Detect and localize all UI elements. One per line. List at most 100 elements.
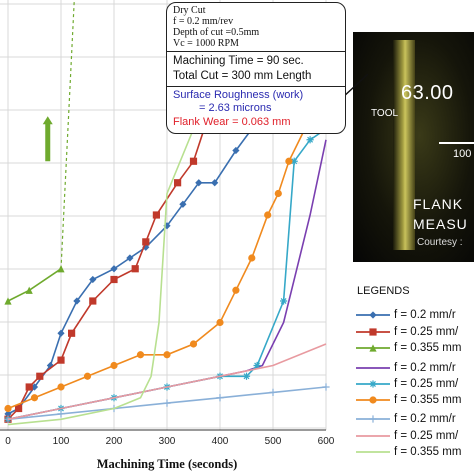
data-point	[248, 254, 256, 262]
data-point	[163, 351, 171, 359]
data-point	[195, 179, 203, 187]
data-point	[15, 404, 23, 413]
data-point	[216, 394, 224, 402]
series-2	[4, 93, 213, 423]
data-point	[36, 372, 44, 380]
legend-label: f = 0.355 mm	[394, 394, 462, 406]
annotation-layer	[42, 0, 75, 269]
callout-line-3: Depth of cut =0.5mm	[173, 27, 260, 38]
callout-pointer	[341, 73, 369, 99]
legend: LEGENDS f = 0.2 mm/r f = 0.25 mm/f = 0.35…	[350, 282, 474, 474]
flank-wear-photo: 63.00 TOOL 100 FLANK MEASU Courtesy :	[353, 32, 474, 262]
photo-caption-2: MEASU	[413, 216, 468, 232]
data-point	[25, 383, 33, 391]
data-point	[369, 328, 377, 336]
data-point	[142, 238, 150, 246]
data-point	[110, 275, 118, 284]
legend-swatch	[356, 311, 390, 319]
legend-swatch	[356, 380, 390, 388]
data-point	[369, 380, 377, 388]
x-tick-label: 200	[106, 436, 123, 447]
data-point	[306, 136, 314, 144]
data-point	[57, 356, 65, 364]
x-tick-label: 500	[265, 436, 282, 447]
x-tick-label: 300	[159, 436, 176, 447]
dashed-trend-line	[60, 0, 75, 269]
data-point	[369, 311, 377, 319]
legend-label: f = 0.2 mm/r	[394, 362, 456, 374]
legend-swatch	[356, 415, 390, 423]
x-tick-label: 600	[318, 436, 335, 447]
x-axis-label: Machining Time (seconds)	[97, 457, 238, 471]
x-tick-label: 400	[212, 436, 229, 447]
data-point	[189, 157, 198, 165]
data-point	[264, 211, 272, 219]
data-point	[89, 297, 97, 305]
data-point	[89, 275, 97, 284]
legend-swatch	[356, 451, 390, 453]
photo-caption-1: FLANK	[413, 196, 464, 212]
legend-label: f = 0.355 mm	[394, 342, 462, 354]
series-line	[7, 96, 211, 420]
data-point	[136, 351, 145, 359]
callout-line-8: = 2.63 microns	[199, 102, 272, 114]
data-point	[274, 189, 282, 198]
photo-scale-bar	[439, 142, 474, 144]
legend-swatch	[356, 435, 390, 437]
data-point	[83, 372, 92, 380]
data-point	[232, 146, 240, 155]
series-line	[7, 268, 62, 302]
data-point	[369, 415, 377, 423]
photo-measure-value: 63.00	[401, 82, 454, 104]
data-point	[211, 179, 219, 187]
series-line	[7, 75, 327, 410]
legend-swatch	[356, 367, 390, 369]
callout-line-1: Dry Cut	[173, 5, 206, 16]
data-point	[242, 372, 251, 380]
callout-line-6: Total Cut = 300 mm Length	[173, 70, 312, 82]
data-point	[216, 318, 224, 327]
data-point	[73, 297, 81, 305]
data-point	[369, 396, 377, 404]
data-point	[179, 200, 187, 208]
data-point	[269, 388, 277, 396]
data-point	[4, 404, 12, 413]
data-point	[57, 383, 65, 391]
data-point	[285, 157, 293, 165]
x-tick-label: 100	[53, 436, 70, 447]
data-point	[163, 399, 171, 407]
legend-title: LEGENDS	[357, 285, 410, 297]
data-point	[253, 361, 261, 370]
up-arrow-shaft	[45, 123, 51, 162]
legend-label: f = 0.2 mm/r	[394, 309, 456, 321]
photo-caption-3: Courtesy :	[417, 237, 463, 248]
series-3	[4, 265, 65, 305]
legend-label: f = 0.355 mm	[394, 446, 462, 458]
callout-line-2: f = 0.2 mm/rev	[173, 16, 234, 27]
data-point	[322, 383, 330, 391]
data-point	[30, 394, 39, 402]
series-8	[7, 343, 327, 421]
data-point	[68, 329, 76, 337]
callout-line-7: Surface Roughness (work)	[173, 89, 304, 101]
data-point	[189, 340, 198, 348]
data-point	[152, 211, 160, 219]
legend-label: f = 0.25 mm/	[394, 326, 459, 338]
data-point	[280, 297, 288, 305]
data-point	[232, 286, 240, 294]
series-line	[7, 343, 327, 421]
data-point	[369, 344, 377, 352]
data-point	[110, 265, 118, 273]
legend-label: f = 0.25 mm/	[394, 378, 459, 390]
legend-swatch	[356, 328, 390, 336]
callout-line-9: Flank Wear = 0.063 mm	[173, 116, 291, 128]
data-point	[174, 179, 182, 187]
up-arrow-head	[42, 116, 53, 125]
data-point	[57, 410, 65, 418]
data-point	[25, 286, 33, 294]
legend-label: f = 0.25 mm/	[394, 430, 459, 442]
data-point	[290, 157, 298, 165]
legend-swatch	[356, 344, 390, 352]
cutting-conditions-callout: Dry Cut f = 0.2 mm/rev Depth of cut =0.5…	[166, 2, 346, 134]
